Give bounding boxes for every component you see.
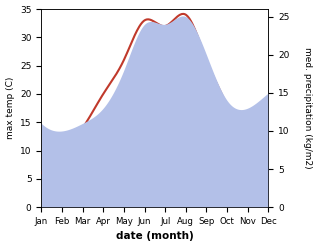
Y-axis label: med. precipitation (kg/m2): med. precipitation (kg/m2): [303, 47, 313, 169]
Y-axis label: max temp (C): max temp (C): [5, 77, 15, 139]
X-axis label: date (month): date (month): [116, 231, 194, 242]
